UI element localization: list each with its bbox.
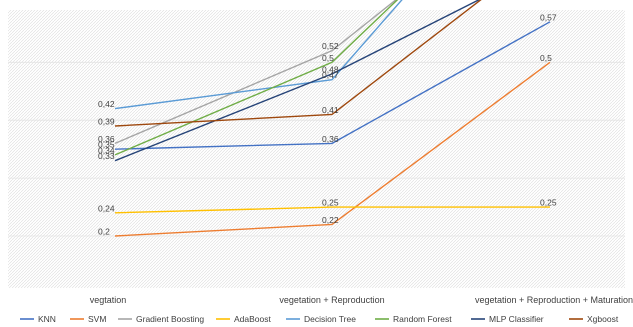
data-label: 0,36	[322, 134, 339, 144]
x-tick-label: vegetation + Reproduction	[279, 295, 384, 305]
data-label: 0,2	[98, 227, 110, 237]
series-line-7	[114, 0, 482, 127]
plot-area	[8, 10, 625, 288]
data-label: 0,5	[540, 53, 552, 63]
data-label: 0,52	[322, 41, 339, 51]
data-label: 0,24	[98, 203, 115, 213]
legend-item-label: AdaBoost	[234, 314, 271, 324]
data-label: 0,41	[322, 105, 339, 115]
data-label: 0,22	[322, 215, 339, 225]
data-label: 0,5	[322, 53, 334, 63]
series-lines	[114, 0, 551, 237]
series-line-6	[114, 0, 481, 162]
legend-item-label: Xgboost	[587, 314, 619, 324]
x-tick-label: vegtation	[90, 295, 127, 305]
legend: KNN SVM Gradient Boosting AdaBoost Decision …	[20, 314, 619, 324]
data-labels: 0,350,360,570,20,220,50,360,520,820,240,…	[98, 12, 557, 237]
series-line-2	[114, 0, 397, 145]
data-label: 0,34	[98, 145, 115, 155]
legend-item-label: SVM	[88, 314, 106, 324]
x-tick-label: vegetation + Reproduction + Maturation	[475, 295, 633, 305]
legend-item-label: KNN	[38, 314, 56, 324]
data-label: 0,57	[540, 12, 557, 22]
data-label: 0,42	[98, 99, 115, 109]
data-label: 0,35	[98, 140, 115, 150]
legend-item-label: Gradient Boosting	[136, 314, 204, 324]
series-line-3	[114, 206, 550, 214]
data-label: 0,25	[322, 198, 339, 208]
legend-item-label: Decision Tree	[304, 314, 356, 324]
series-line-5	[114, 0, 399, 156]
legend-item-label: MLP Classifier	[489, 314, 544, 324]
gridlines	[8, 61, 625, 237]
data-label: 0,48	[322, 64, 339, 74]
data-label: 0,39	[98, 116, 115, 126]
series-line-4	[114, 0, 403, 110]
series-line-1	[114, 61, 551, 237]
x-axis-tick-labels: vegtation vegetation + Reproduction vegeta…	[90, 295, 633, 305]
data-label: 0,36	[98, 134, 115, 144]
data-label: 0,33	[98, 151, 115, 161]
data-label: 0,25	[540, 198, 557, 208]
data-label: 0,47	[322, 70, 339, 80]
legend-item-label: Random Forest	[393, 314, 452, 324]
series-line-0	[114, 21, 551, 150]
